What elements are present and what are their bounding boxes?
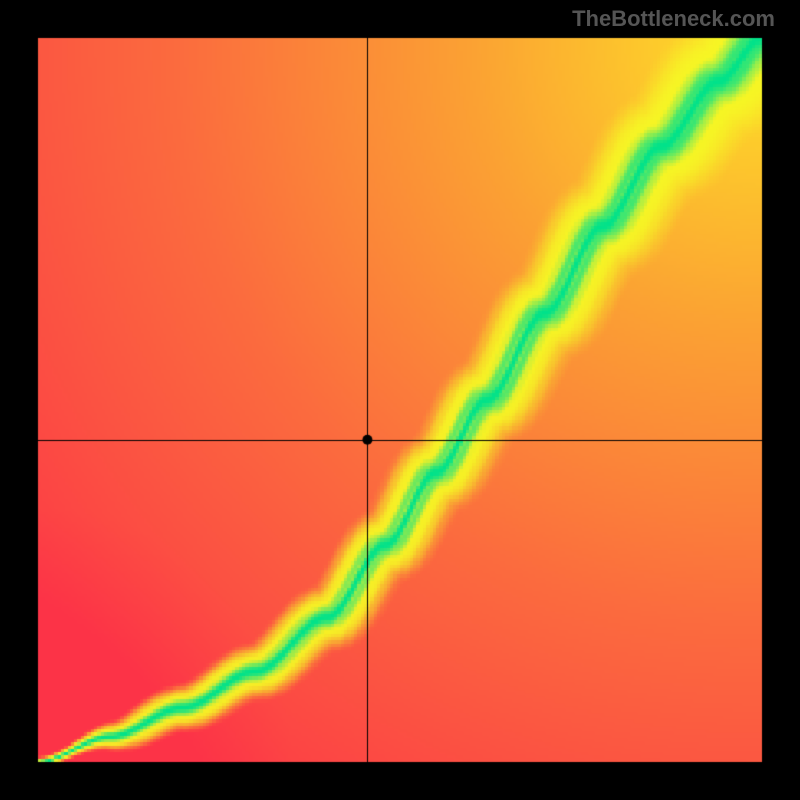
watermark-text: TheBottleneck.com: [572, 6, 775, 32]
figure-container: { "canvas": { "width": 800, "height": 80…: [0, 0, 800, 800]
bottleneck-heatmap: [0, 0, 800, 800]
